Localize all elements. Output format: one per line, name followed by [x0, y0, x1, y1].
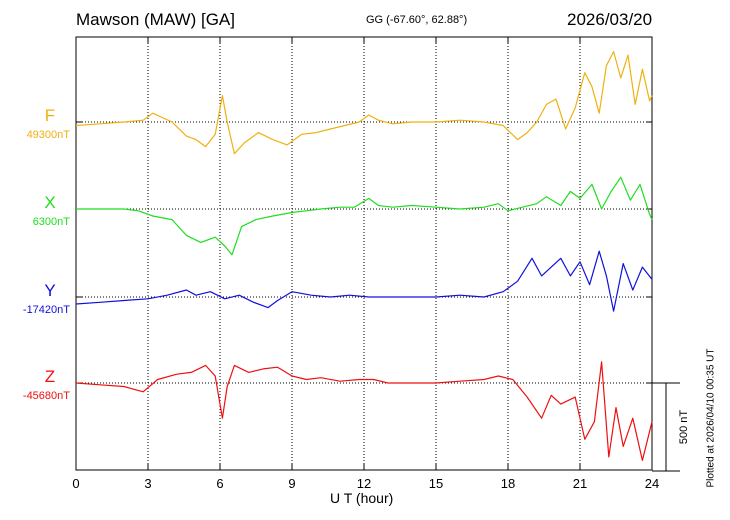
x-tick-label: 12 — [357, 476, 371, 491]
series-baseline-f: 49300nT — [27, 129, 71, 141]
series-name-x: X — [44, 193, 55, 212]
station-title: Mawson (MAW) [GA] — [76, 10, 235, 29]
coordinates-label: GG (-67.60°, 62.88°) — [366, 14, 468, 26]
x-axis-label: U T (hour) — [330, 490, 394, 506]
series-line-z — [75, 361, 653, 461]
series-name-z: Z — [45, 367, 55, 386]
x-tick-label: 0 — [72, 476, 79, 491]
plotted-timestamp: Plotted at 2026/04/10 00:35 UT — [705, 348, 717, 488]
series-baseline-x: 6300nT — [33, 216, 71, 228]
x-tick-label: 15 — [429, 476, 443, 491]
series-name-y: Y — [44, 281, 55, 300]
x-tick-label: 24 — [645, 476, 659, 491]
series-baseline-y: -17420nT — [23, 304, 70, 316]
series-baseline-z: -45680nT — [23, 390, 70, 402]
scale-bar-label: 500 nT — [678, 410, 690, 445]
x-tick-label: 3 — [144, 476, 151, 491]
x-tick-label: 6 — [216, 476, 223, 491]
x-tick-label: 9 — [288, 476, 295, 491]
x-tick-label: 18 — [501, 476, 515, 491]
date-label: 2026/03/20 — [567, 10, 653, 29]
series-line-y — [75, 250, 653, 312]
series-name-f: F — [45, 106, 55, 125]
x-tick-label: 21 — [573, 476, 587, 491]
series-line-x — [76, 176, 653, 256]
series-line-f — [75, 50, 653, 155]
